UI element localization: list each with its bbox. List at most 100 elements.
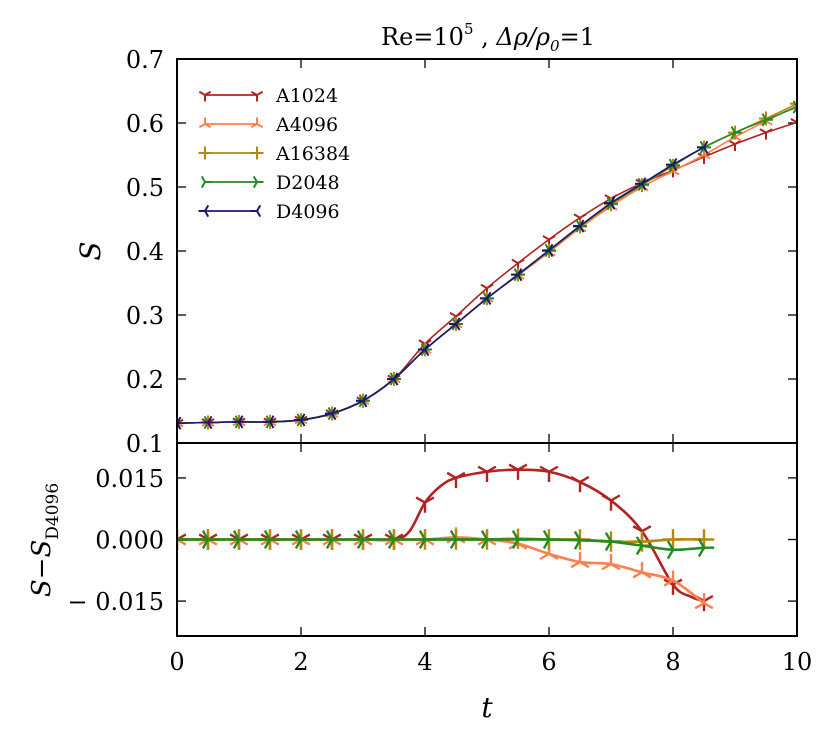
top-plot-area <box>177 96 797 431</box>
x-tick-label: 2 <box>293 648 308 676</box>
top-y-tick-labels: 0.1 0.2 0.3 0.4 0.5 0.6 0.7 <box>126 46 164 458</box>
x-tick-label: 8 <box>665 648 680 676</box>
x-axis-label: t <box>481 691 493 724</box>
x-tick-labels: 0 2 4 6 8 10 <box>169 648 812 676</box>
legend-entry-d4096: D4096 <box>198 201 340 223</box>
legend-marker <box>198 204 210 218</box>
title-eq1: =10 <box>413 23 464 51</box>
data-point <box>570 551 590 569</box>
top-y-axis-label: S <box>74 241 107 260</box>
title-sep: , <box>474 23 497 51</box>
data-point <box>570 475 590 493</box>
series-d4096 <box>177 140 709 430</box>
y-tick-label: 0.7 <box>126 46 164 74</box>
top-panel: 0.1 0.2 0.3 0.4 0.5 0.6 0.7 S A1024 A4096 A16384… <box>74 46 798 458</box>
diff-series-d2048 <box>177 530 715 560</box>
series-line <box>177 536 705 605</box>
legend-marker <box>250 117 264 129</box>
legend-marker <box>250 146 264 160</box>
y-tick-label: 0.015 <box>95 465 164 493</box>
data-point <box>666 540 684 560</box>
data-point <box>480 530 498 549</box>
data-point <box>232 415 244 429</box>
data-point <box>790 96 797 111</box>
bottom-y-tick-labels: 0.015 0.000 − 0.015 <box>68 465 164 616</box>
data-point <box>601 553 621 571</box>
data-point <box>508 463 528 480</box>
data-point <box>697 140 709 154</box>
data-point <box>477 465 497 482</box>
title-eq2: =1 <box>560 23 595 51</box>
series-a4096 <box>177 98 797 428</box>
y-tick-label: 0.6 <box>126 110 164 138</box>
legend-entry-a16384: A16384 <box>198 143 350 165</box>
data-point <box>728 139 742 152</box>
data-point <box>263 415 275 429</box>
series-a1024 <box>177 117 797 431</box>
legend-marker <box>252 175 264 189</box>
data-point <box>663 570 683 587</box>
data-point <box>177 537 188 542</box>
data-point <box>539 465 559 482</box>
data-point <box>662 529 684 550</box>
series-d2048 <box>177 100 797 430</box>
data-point <box>697 538 715 558</box>
bottom-y-axis-label: S−SD4096 <box>27 483 63 597</box>
legend-marker <box>198 117 212 129</box>
y-tick-label: 0.1 <box>126 430 164 458</box>
chart-title: Re=105 , Δρ/ρ0=1 <box>381 20 595 55</box>
y-tick-label: − 0.015 <box>68 588 164 616</box>
bottom-plot-area <box>177 463 715 612</box>
data-point <box>325 406 337 421</box>
data-point <box>232 530 250 549</box>
data-point <box>449 317 461 331</box>
data-point <box>356 394 368 408</box>
data-point <box>294 530 312 549</box>
legend-marker <box>200 175 212 189</box>
legend-entry-d2048: D2048 <box>200 172 340 194</box>
y-tick-label: 0.000 <box>95 527 164 555</box>
data-point <box>601 494 621 511</box>
data-point <box>635 177 647 191</box>
legend-marker <box>198 90 212 102</box>
y-tick-label: 0.4 <box>126 238 164 266</box>
data-point <box>542 243 554 257</box>
data-point <box>666 158 678 172</box>
data-point <box>730 126 742 140</box>
data-point <box>480 291 492 305</box>
legend-label: A16384 <box>275 143 350 165</box>
data-point <box>604 532 622 552</box>
data-point <box>387 372 399 386</box>
data-point <box>325 530 343 549</box>
top-ticks <box>176 58 798 444</box>
legend-entry-a1024: A1024 <box>198 85 338 107</box>
data-point <box>604 196 616 210</box>
data-point <box>418 342 430 357</box>
bottom-panel: 0.015 0.000 − 0.015 S−SD4096 0 2 4 6 8 10 t <box>27 442 812 724</box>
bottom-frame <box>176 442 798 637</box>
legend-marker <box>198 146 212 160</box>
x-tick-label: 10 <box>782 648 813 676</box>
series-line <box>177 121 797 424</box>
data-point <box>761 113 773 127</box>
data-point <box>387 530 405 549</box>
data-point <box>694 592 714 610</box>
legend-label: D2048 <box>276 172 340 194</box>
data-point <box>201 415 213 430</box>
data-point <box>511 530 529 549</box>
x-tick-label: 4 <box>417 648 432 676</box>
data-point <box>511 268 523 282</box>
title-subscript: 0 <box>550 37 560 55</box>
data-point <box>573 530 591 550</box>
data-point <box>449 530 467 549</box>
legend-label: A1024 <box>275 85 338 107</box>
data-point <box>294 413 306 427</box>
data-point <box>418 530 436 549</box>
y-tick-label: 0.5 <box>126 174 164 202</box>
legend: A1024 A4096 A16384 D2048 D4096 <box>198 85 350 223</box>
data-point <box>201 530 219 549</box>
data-point <box>263 530 281 549</box>
data-point <box>635 536 653 556</box>
data-point <box>632 562 652 579</box>
title-delta: Δρ/ρ <box>495 23 550 51</box>
